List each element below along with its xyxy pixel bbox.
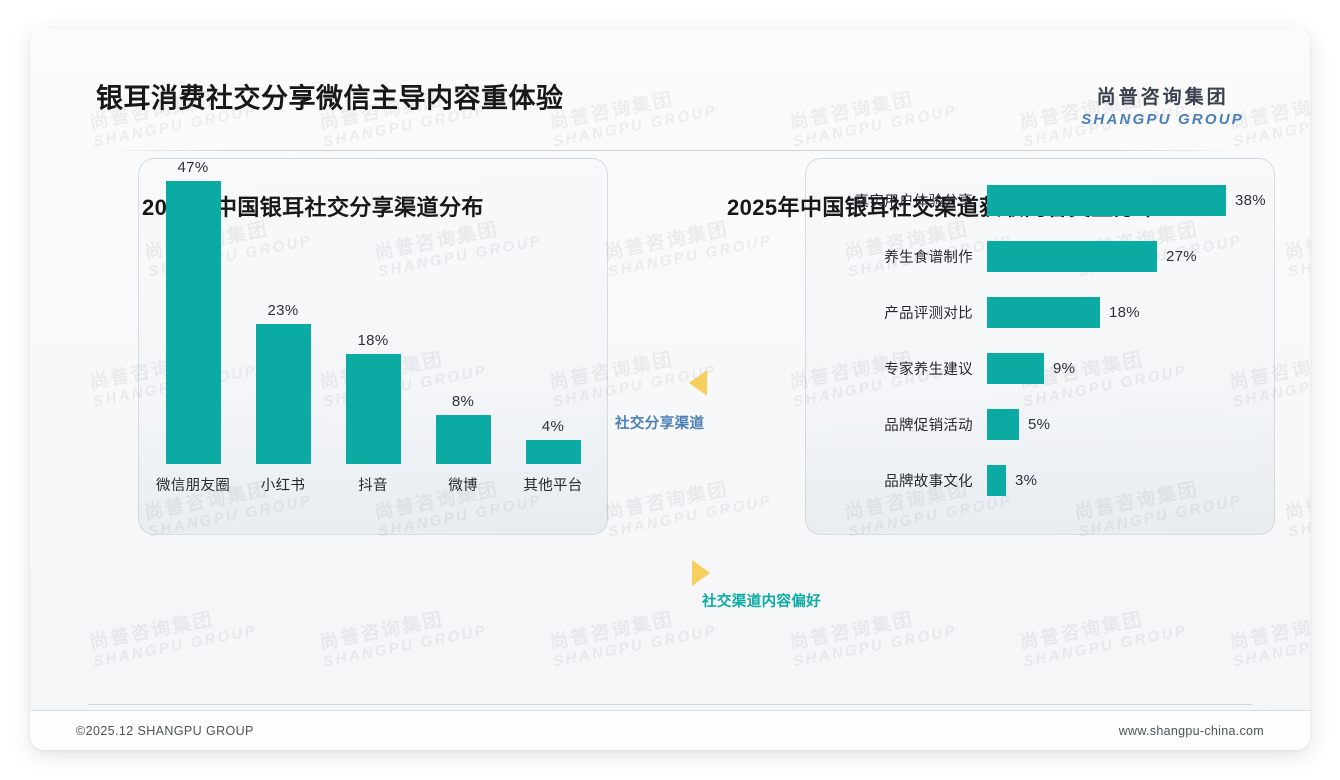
- horizontal-bar-value: 27%: [1166, 247, 1197, 265]
- triangle-right-icon: [692, 560, 710, 586]
- slide-header: 银耳消费社交分享微信主导内容重体验 尚普咨询集团 SHANGPU GROUP: [30, 28, 1310, 129]
- horizontal-bar-value: 38%: [1235, 191, 1266, 209]
- footnote-divider: [88, 704, 1252, 705]
- annotation-right-label: 社交渠道内容偏好: [702, 594, 822, 610]
- footer-copyright: ©2025.12 SHANGPU GROUP: [76, 723, 254, 738]
- horizontal-bar-label: 品牌故事文化: [884, 473, 973, 490]
- vertical-bar-value: 23%: [267, 302, 299, 319]
- vertical-bar-track: 23%: [238, 159, 328, 464]
- right-chart-panel: [805, 158, 1275, 535]
- vertical-bar-chart: 47% 微信朋友圈 23% 小红书 18% 抖音 8% 微博 4% 其他平台: [138, 128, 608, 535]
- vertical-bar-label: 微信朋友圈: [156, 478, 230, 494]
- horizontal-bar-label: 品牌促销活动: [884, 417, 973, 434]
- triangle-left-icon: [689, 370, 707, 396]
- vertical-bar-value: 4%: [541, 418, 565, 435]
- vertical-bar-group[interactable]: 4% 其他平台: [508, 159, 598, 495]
- horizontal-bar-label: 养生食谱制作: [884, 249, 973, 266]
- horizontal-bar-label: 专家养生建议: [884, 361, 973, 378]
- slide-footer: ©2025.12 SHANGPU GROUP www.shangpu-china…: [30, 710, 1310, 750]
- vertical-bar-label: 其他平台: [523, 478, 583, 494]
- horizontal-bar-row[interactable]: 专家养生建议 9%: [805, 352, 1275, 384]
- vertical-bar-fill[interactable]: [165, 181, 221, 464]
- vertical-bar-fill[interactable]: [435, 415, 491, 464]
- horizontal-bar-fill[interactable]: [987, 240, 1157, 272]
- vertical-bar-fill[interactable]: [345, 354, 401, 464]
- vertical-bar-value: 18%: [357, 332, 389, 349]
- annotation-left-label: 社交分享渠道: [615, 416, 705, 432]
- horizontal-bar-label: 产品评测对比: [884, 305, 973, 322]
- logo-en-text: SHANGPU GROUP: [1081, 111, 1244, 128]
- annotation-content-preference: 社交渠道内容偏好: [690, 560, 821, 611]
- vertical-bar-track: 8%: [418, 159, 508, 464]
- horizontal-bar-fill[interactable]: [987, 408, 1019, 440]
- vertical-bar-group[interactable]: 8% 微博: [418, 159, 508, 495]
- vertical-bar-fill[interactable]: [525, 440, 581, 464]
- vertical-bar-label: 抖音: [358, 478, 388, 494]
- vertical-bar-value: 8%: [451, 393, 475, 410]
- horizontal-bar-row[interactable]: 养生食谱制作 27%: [805, 240, 1275, 272]
- vertical-bar-track: 4%: [508, 159, 598, 464]
- page-title: 银耳消费社交分享微信主导内容重体验: [96, 83, 564, 114]
- slide-canvas: 尚普咨询集团 SHANGPU GROUP 尚普咨询集团 SHANGPU GROUP 尚普…: [30, 28, 1310, 750]
- brand-logo: 尚普咨询集团 SHANGPU GROUP: [1081, 82, 1244, 128]
- horizontal-bar-fill[interactable]: [987, 296, 1100, 328]
- horizontal-bar-chart: 真实用户体验分享 38% 养生食谱制作 27% 产品评测对比 18% 专家养生建议 9% 品牌促…: [805, 158, 1275, 535]
- footer-website: www.shangpu-china.com: [1118, 723, 1264, 738]
- horizontal-bar-fill[interactable]: [987, 352, 1044, 384]
- horizontal-bar-value: 3%: [1015, 471, 1038, 489]
- horizontal-bar-row[interactable]: 真实用户体验分享 38%: [805, 184, 1275, 216]
- header-divider: [96, 150, 1244, 151]
- horizontal-bar-row[interactable]: 产品评测对比 18%: [805, 296, 1275, 328]
- vertical-bar-group[interactable]: 23% 小红书: [238, 159, 328, 495]
- vertical-bar-label: 微博: [448, 478, 478, 494]
- horizontal-bar-row[interactable]: 品牌故事文化 3%: [805, 464, 1275, 496]
- vertical-bar-fill[interactable]: [255, 324, 311, 464]
- vertical-bar-group[interactable]: 47% 微信朋友圈: [148, 159, 238, 495]
- vertical-bar-group[interactable]: 18% 抖音: [328, 159, 418, 495]
- horizontal-bar-row[interactable]: 品牌促销活动 5%: [805, 408, 1275, 440]
- logo-cn-text: 尚普咨询集团: [1096, 87, 1229, 108]
- vertical-bar-track: 47%: [148, 159, 238, 464]
- horizontal-bar-value: 18%: [1109, 303, 1140, 321]
- vertical-bar-label: 小红书: [260, 478, 306, 494]
- horizontal-bar-fill[interactable]: [987, 464, 1006, 496]
- horizontal-bar-label: 真实用户体验分享: [854, 193, 973, 210]
- horizontal-bar-value: 5%: [1028, 415, 1051, 433]
- horizontal-bar-value: 9%: [1053, 359, 1076, 377]
- horizontal-bar-fill[interactable]: [987, 184, 1226, 216]
- vertical-bar-track: 18%: [328, 159, 418, 464]
- annotation-social-share-channel: 社交分享渠道: [615, 370, 707, 433]
- vertical-bar-value: 47%: [177, 159, 209, 176]
